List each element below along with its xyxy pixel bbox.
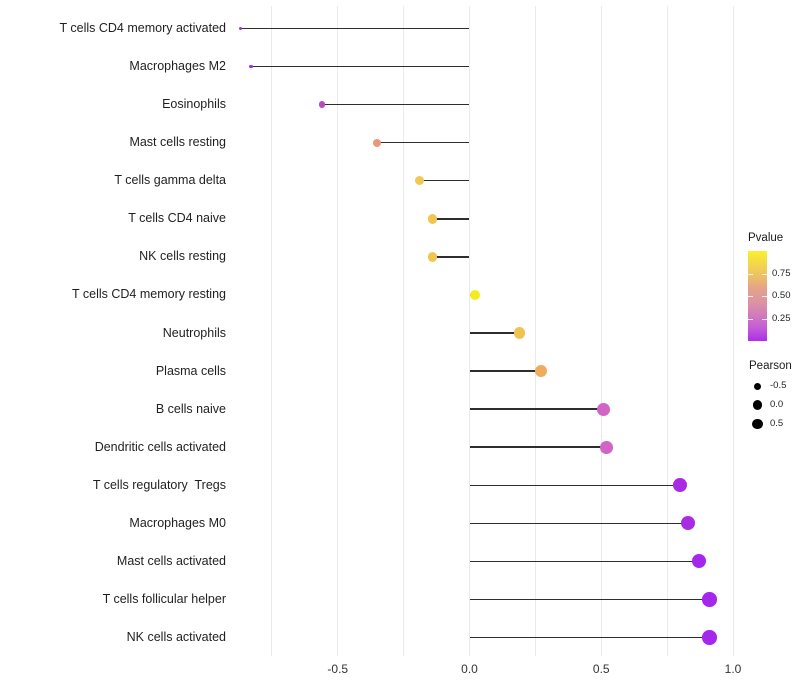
pearson-legend-title: Pearson	[749, 360, 792, 372]
data-point	[691, 554, 706, 569]
y-axis-label: T cells regulatory Tregs	[92, 477, 226, 492]
data-point	[702, 592, 717, 607]
lollipop-stem	[469, 522, 689, 524]
data-point	[534, 365, 547, 377]
y-axis-label: T cells follicular helper	[102, 591, 226, 606]
y-axis-label: Macrophages M0	[129, 515, 226, 530]
pearson-size-label: 0.0	[770, 399, 784, 410]
y-axis-label: Dendritic cells activated	[94, 439, 226, 454]
lollipop-stem	[469, 370, 541, 372]
lollipop-stem	[469, 446, 607, 448]
x-axis-tick-label: 0.5	[592, 662, 610, 676]
x-axis-tick-label: 1.0	[724, 662, 742, 676]
y-axis-label: T cells CD4 memory activated	[59, 21, 227, 36]
y-axis-label: Mast cells resting	[129, 135, 226, 150]
data-point	[597, 402, 611, 416]
pearson-size-dot	[752, 418, 763, 430]
colorbar-tick-mark	[762, 296, 767, 297]
data-point	[318, 101, 326, 108]
y-axis-label: T cells CD4 memory resting	[72, 287, 226, 302]
x-axis-tick-label: 0.0	[461, 662, 478, 676]
colorbar-tick-label: 0.25	[772, 312, 791, 324]
data-point	[414, 176, 425, 186]
lollipop-stem	[432, 218, 470, 220]
lollipop-stem	[377, 142, 470, 144]
x-gridline	[403, 6, 405, 656]
y-axis-label: T cells CD4 naive	[128, 211, 226, 226]
data-point	[427, 252, 438, 262]
data-point	[427, 214, 438, 224]
pvalue-legend-title: Pvalue	[748, 232, 784, 244]
data-point	[373, 138, 382, 147]
pearson-size-label: 0.5	[770, 418, 784, 429]
colorbar-tick-label: 0.75	[772, 267, 791, 279]
colorbar-tick-mark	[748, 296, 753, 297]
x-gridline	[600, 6, 602, 656]
data-point	[673, 478, 688, 493]
lollipop-stem	[469, 408, 604, 410]
colorbar-tick-mark	[762, 318, 767, 320]
x-axis-tick-label: -0.5	[327, 662, 349, 676]
colorbar-tick-mark	[762, 273, 767, 275]
x-gridline	[534, 6, 536, 656]
colorbar-tick-mark	[748, 273, 753, 275]
x-gridline	[271, 6, 273, 656]
x-gridline	[469, 6, 470, 656]
lollipop-stem	[240, 27, 470, 30]
y-axis-label: NK cells activated	[126, 629, 226, 644]
lollipop-stem	[469, 598, 710, 601]
data-point	[702, 630, 717, 645]
pearson-size-label: -0.5	[770, 380, 787, 391]
colorbar-tick-label: 0.50	[772, 290, 791, 301]
y-axis-label: NK cells resting	[139, 249, 226, 264]
x-gridline	[337, 6, 339, 656]
y-axis-label: Plasma cells	[155, 363, 226, 378]
lollipop-stem	[469, 636, 710, 639]
lollipop-stem	[432, 256, 470, 258]
lollipop-stem	[419, 180, 470, 182]
y-axis-label: T cells gamma delta	[114, 173, 226, 188]
y-axis-label: Neutrophils	[162, 325, 226, 340]
y-axis-label: B cells naive	[155, 401, 226, 416]
y-axis-label: Eosinophils	[162, 97, 226, 112]
data-point	[469, 289, 480, 301]
data-point	[513, 327, 526, 339]
y-axis-label: Macrophages M2	[129, 59, 226, 74]
data-point	[248, 64, 253, 69]
lollipop-stem	[469, 560, 699, 562]
y-axis-label: Mast cells activated	[116, 553, 226, 568]
data-point	[681, 516, 696, 531]
data-point	[238, 27, 242, 31]
pearson-size-dot	[754, 382, 761, 390]
lollipop-stem	[321, 104, 470, 106]
pearson-size-dot	[752, 400, 763, 410]
x-gridline	[732, 6, 734, 656]
lollipop-stem	[250, 65, 470, 68]
x-gridline	[666, 6, 668, 656]
data-point	[600, 440, 613, 454]
colorbar-tick-mark	[748, 318, 753, 320]
lollipop-stem	[469, 332, 520, 334]
lollipop-stem	[469, 484, 681, 486]
